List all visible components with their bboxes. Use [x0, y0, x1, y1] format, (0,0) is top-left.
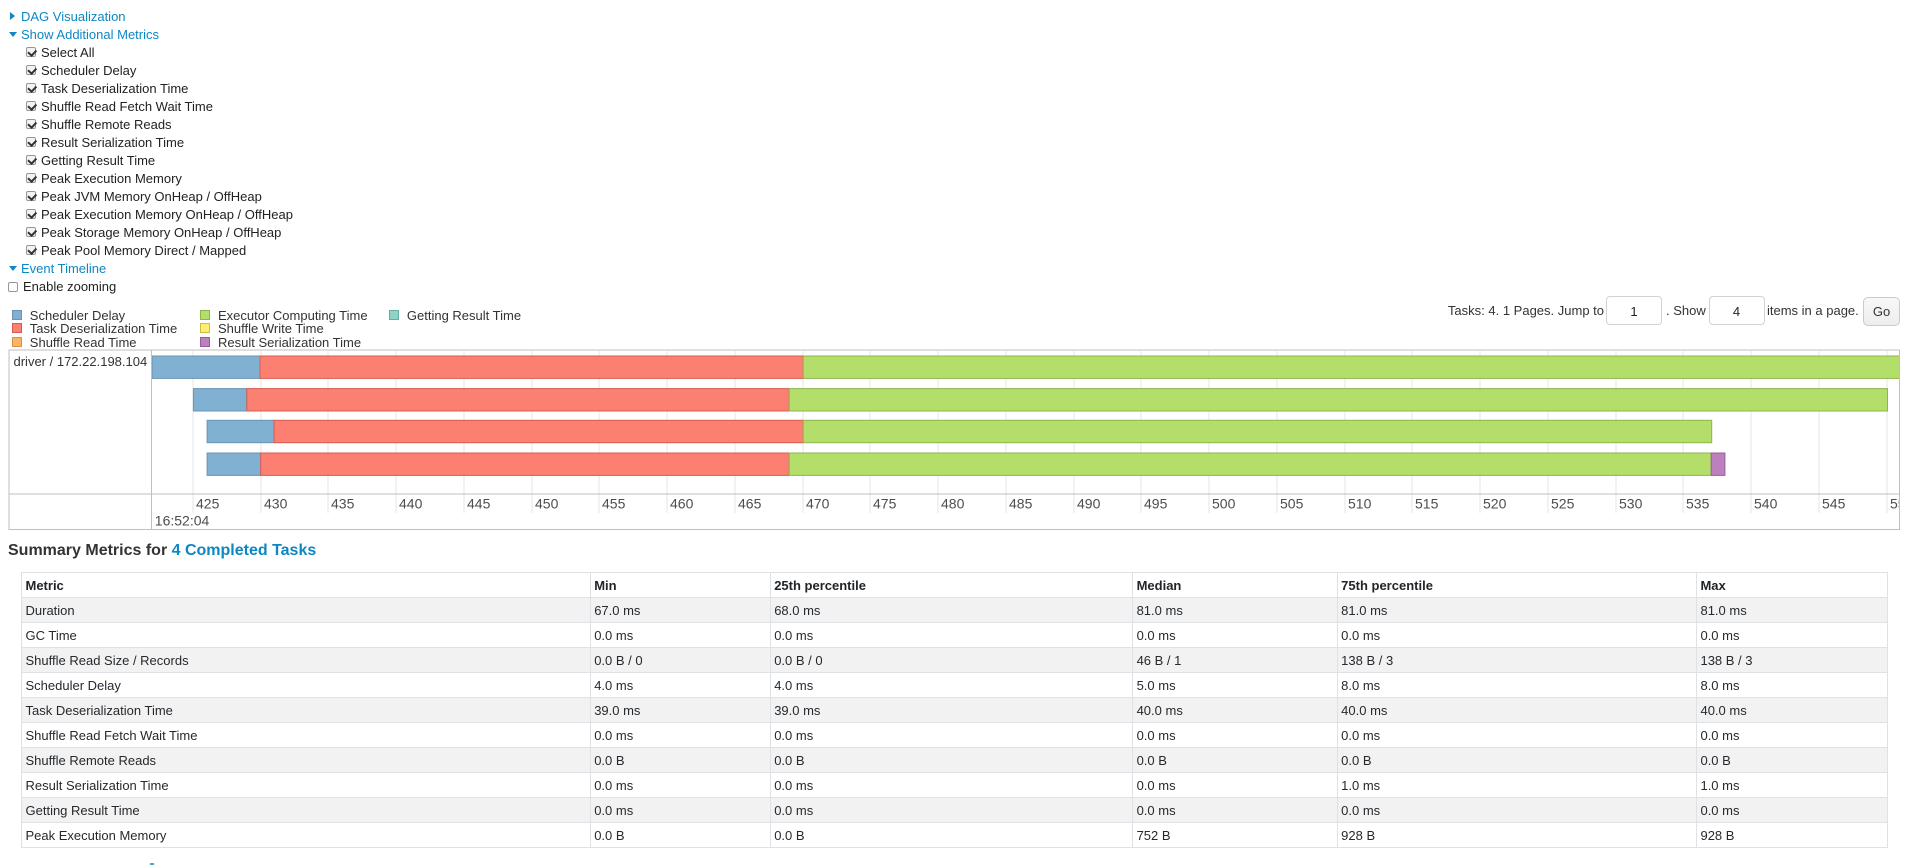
svg-text:485: 485	[1009, 496, 1033, 512]
svg-text:driver / 172.22.198.104: driver / 172.22.198.104	[14, 354, 148, 369]
svg-text:540: 540	[1754, 496, 1778, 512]
svg-text:470: 470	[806, 496, 830, 512]
svg-text:550: 550	[1890, 496, 1907, 512]
svg-text:530: 530	[1619, 496, 1643, 512]
svg-text:505: 505	[1280, 496, 1304, 512]
svg-text:495: 495	[1144, 496, 1168, 512]
svg-text:16:52:04: 16:52:04	[155, 513, 210, 529]
svg-text:450: 450	[535, 496, 559, 512]
svg-text:425: 425	[196, 496, 220, 512]
svg-text:515: 515	[1415, 496, 1439, 512]
svg-text:460: 460	[670, 496, 694, 512]
svg-text:520: 520	[1483, 496, 1507, 512]
svg-text:500: 500	[1212, 496, 1236, 512]
svg-text:455: 455	[602, 496, 626, 512]
svg-text:545: 545	[1822, 496, 1846, 512]
svg-text:445: 445	[467, 496, 491, 512]
svg-text:475: 475	[873, 496, 897, 512]
svg-text:440: 440	[399, 496, 423, 512]
svg-text:490: 490	[1077, 496, 1101, 512]
svg-text:535: 535	[1686, 496, 1710, 512]
svg-text:435: 435	[331, 496, 355, 512]
svg-text:525: 525	[1551, 496, 1575, 512]
svg-text:480: 480	[941, 496, 965, 512]
svg-text:510: 510	[1348, 496, 1372, 512]
svg-text:430: 430	[264, 496, 288, 512]
svg-text:465: 465	[738, 496, 762, 512]
